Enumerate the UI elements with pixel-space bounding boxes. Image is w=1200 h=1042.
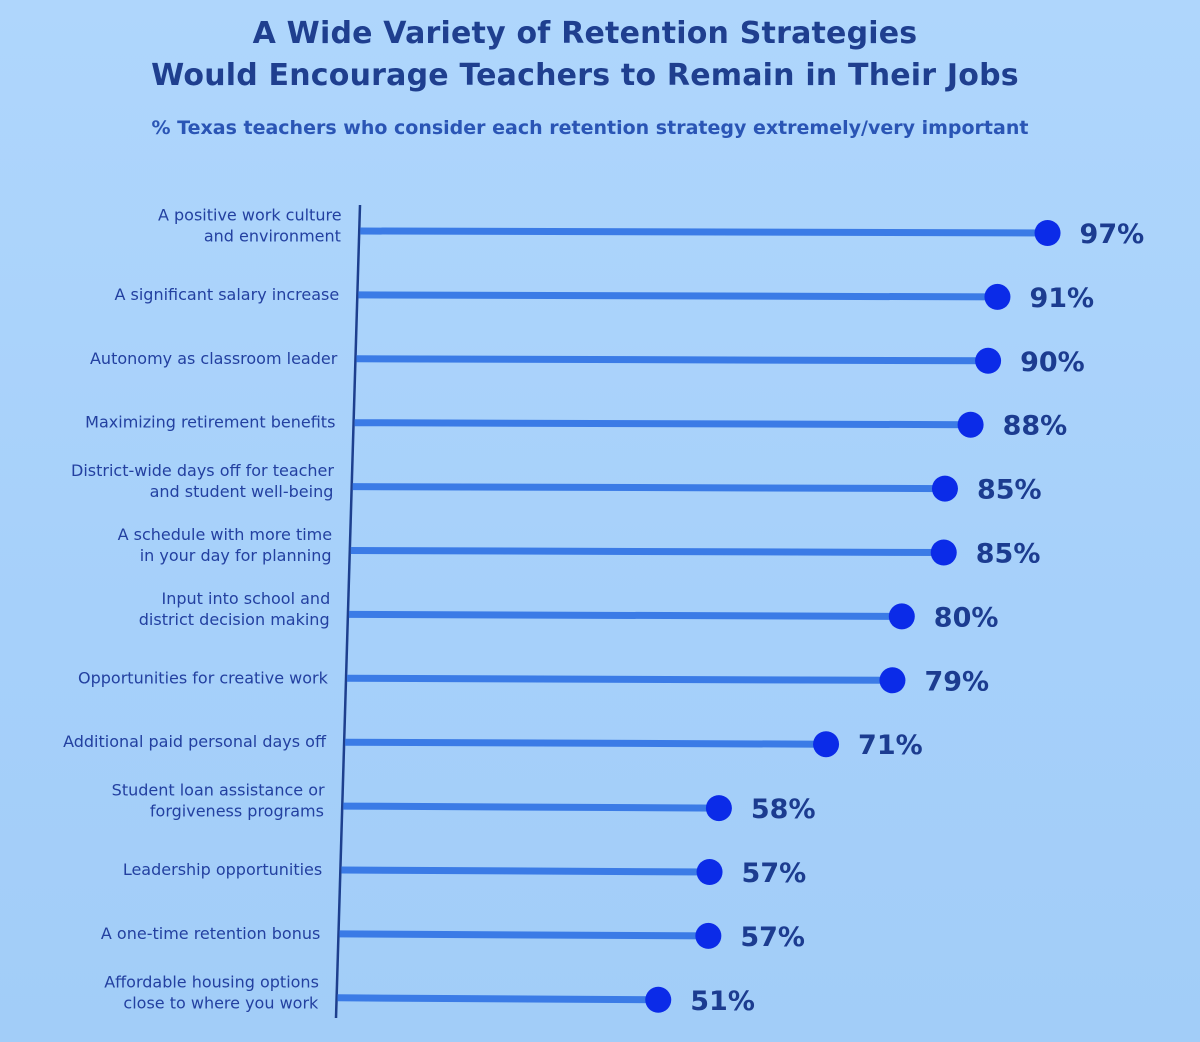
- category-label-4: Maximizing retirement benefits: [85, 413, 335, 432]
- category-label-3: Autonomy as classroom leader: [90, 349, 338, 368]
- value-label-2: 91%: [1029, 283, 1094, 314]
- category-label-7-line-1: Input into school and: [161, 589, 330, 608]
- data-point-11: [696, 859, 723, 885]
- category-label-8: Opportunities for creative work: [78, 668, 329, 687]
- category-label-13-line-1: Affordable housing options: [104, 972, 319, 991]
- bar-2: [358, 291, 998, 301]
- data-point-8: [879, 667, 906, 694]
- category-label-6-line-1: A schedule with more time: [118, 525, 333, 544]
- data-point-4: [957, 411, 984, 438]
- bar-7: [348, 610, 902, 620]
- data-point-12: [695, 922, 722, 949]
- value-label-11: 57%: [742, 858, 807, 889]
- bar-1: [360, 227, 1048, 237]
- value-label-4: 88%: [1003, 411, 1068, 442]
- data-point-13: [645, 986, 672, 1013]
- category-label-1-line-1: A positive work culture: [158, 206, 342, 225]
- bar-12: [339, 930, 709, 940]
- y-axis-line: [334, 204, 362, 1019]
- category-label-10-line-1: Student loan assistance or: [112, 781, 325, 800]
- chart-title-line-2: Would Encourage Teachers to Remain in Th…: [151, 58, 1019, 93]
- data-point-10: [705, 795, 732, 822]
- chart-title-line-1: A Wide Variety of Retention Strategies: [252, 16, 918, 51]
- data-point-1: [1034, 220, 1061, 246]
- bar-3: [356, 355, 989, 365]
- data-point-7: [888, 603, 915, 630]
- category-label-6-line-2: in your day for planning: [140, 546, 332, 565]
- bar-4: [354, 419, 971, 429]
- category-label-1-line-2: and environment: [204, 227, 341, 246]
- category-label-13-line-2: close to where you work: [123, 993, 319, 1012]
- value-label-12: 57%: [740, 922, 805, 953]
- data-point-5: [931, 475, 958, 502]
- value-label-5: 85%: [977, 475, 1042, 506]
- value-label-13: 51%: [690, 986, 755, 1017]
- category-label-5-line-2: and student well-being: [150, 482, 334, 501]
- value-label-1: 97%: [1080, 219, 1145, 250]
- bar-9: [345, 738, 827, 748]
- bar-11: [341, 866, 710, 876]
- category-label-12: A one-time retention bonus: [101, 924, 320, 943]
- chart-subtitle: % Texas teachers who consider each reten…: [151, 117, 1029, 139]
- value-label-6: 85%: [976, 539, 1041, 570]
- data-point-2: [984, 283, 1011, 310]
- category-label-10-line-2: forgiveness programs: [150, 802, 324, 821]
- category-label-2: A significant salary increase: [114, 285, 339, 304]
- bar-8: [347, 674, 893, 684]
- data-point-6: [930, 539, 957, 566]
- bar-5: [352, 483, 945, 493]
- bar-13: [337, 994, 659, 1004]
- value-label-3: 90%: [1020, 347, 1085, 378]
- category-label-7-line-2: district decision making: [139, 610, 330, 629]
- bar-6: [350, 547, 944, 556]
- data-point-3: [975, 347, 1002, 374]
- data-point-9: [813, 731, 840, 758]
- value-label-8: 79%: [924, 666, 989, 697]
- value-label-7: 80%: [934, 602, 999, 633]
- category-label-9: Additional paid personal days off: [63, 732, 327, 751]
- value-label-10: 58%: [751, 794, 816, 825]
- bar-10: [343, 802, 719, 812]
- category-label-11: Leadership opportunities: [123, 860, 322, 879]
- category-label-5-line-1: District-wide days off for teacher: [71, 461, 334, 480]
- value-label-9: 71%: [858, 730, 923, 761]
